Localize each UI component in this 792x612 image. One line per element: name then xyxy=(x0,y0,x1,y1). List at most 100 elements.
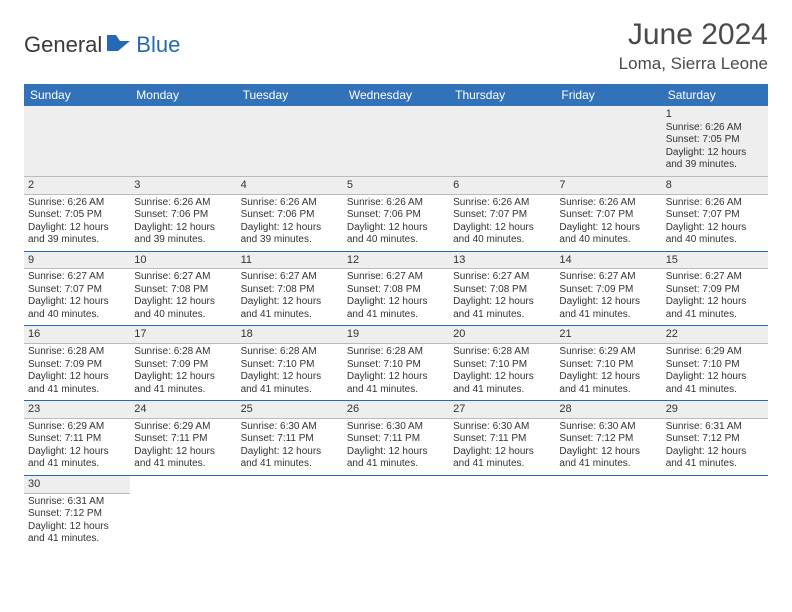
calendar-cell: 2Sunrise: 6:26 AMSunset: 7:05 PMDaylight… xyxy=(24,176,130,251)
day-number: 23 xyxy=(24,401,130,419)
calendar-week: 16 Sunrise: 6:28 AM Sunset: 7:09 PM Dayligh… xyxy=(24,326,768,401)
daylight-text: and 41 minutes. xyxy=(28,533,126,546)
calendar-cell xyxy=(130,475,236,549)
calendar-table: SundayMondayTuesdayWednesdayThursdayFrid… xyxy=(24,84,768,550)
daylight-text: Daylight: 12 hours xyxy=(28,521,126,534)
sunrise-text: Sunrise: 6:31 AM xyxy=(666,421,764,434)
daylight-text: and 41 minutes. xyxy=(28,458,126,471)
sunrise-text: Sunrise: 6:28 AM xyxy=(28,346,126,359)
calendar-cell: 24Sunrise: 6:29 AMSunset: 7:11 PMDayligh… xyxy=(130,401,236,476)
calendar-cell: 16Sunrise: 6:28 AMSunset: 7:09 PMDayligh… xyxy=(24,326,130,401)
daylight-text: Daylight: 12 hours xyxy=(559,296,657,309)
daylight-text: and 39 minutes. xyxy=(134,234,232,247)
day-number: 26 xyxy=(343,401,449,419)
sunset-text: Sunset: 7:12 PM xyxy=(559,433,657,446)
day-number: 4 xyxy=(237,177,343,195)
day-number: 28 xyxy=(555,401,661,419)
day-number: 19 xyxy=(343,326,449,344)
calendar-cell xyxy=(24,106,130,176)
day-number: 27 xyxy=(449,401,555,419)
calendar-cell: 27Sunrise: 6:30 AMSunset: 7:11 PMDayligh… xyxy=(449,401,555,476)
daylight-text: Daylight: 12 hours xyxy=(347,446,445,459)
sunrise-text: Sunrise: 6:26 AM xyxy=(666,122,764,135)
sunset-text: Sunset: 7:06 PM xyxy=(241,209,339,222)
day-number: 21 xyxy=(555,326,661,344)
daylight-text: and 41 minutes. xyxy=(241,309,339,322)
day-number: 30 xyxy=(24,476,130,494)
sunrise-text: Sunrise: 6:26 AM xyxy=(241,197,339,210)
sunset-text: Sunset: 7:05 PM xyxy=(666,134,764,147)
daylight-text: Daylight: 12 hours xyxy=(28,296,126,309)
sunrise-text: Sunrise: 6:30 AM xyxy=(347,421,445,434)
daylight-text: Daylight: 12 hours xyxy=(666,371,764,384)
calendar-cell: 8Sunrise: 6:26 AMSunset: 7:07 PMDaylight… xyxy=(662,176,768,251)
logo: General Blue xyxy=(24,18,180,58)
sunset-text: Sunset: 7:07 PM xyxy=(453,209,551,222)
calendar-cell xyxy=(237,475,343,549)
day-number: 9 xyxy=(24,252,130,270)
calendar-cell: 30Sunrise: 6:31 AMSunset: 7:12 PMDayligh… xyxy=(24,475,130,549)
sunset-text: Sunset: 7:09 PM xyxy=(134,359,232,372)
calendar-cell: 26Sunrise: 6:30 AMSunset: 7:11 PMDayligh… xyxy=(343,401,449,476)
day-header: Saturday xyxy=(662,84,768,106)
daylight-text: Daylight: 12 hours xyxy=(28,371,126,384)
daylight-text: Daylight: 12 hours xyxy=(666,296,764,309)
calendar-cell xyxy=(449,475,555,549)
calendar-cell: 29Sunrise: 6:31 AMSunset: 7:12 PMDayligh… xyxy=(662,401,768,476)
day-header-row: SundayMondayTuesdayWednesdayThursdayFrid… xyxy=(24,84,768,106)
calendar-cell xyxy=(449,106,555,176)
calendar-cell: 11Sunrise: 6:27 AMSunset: 7:08 PMDayligh… xyxy=(237,251,343,326)
sunset-text: Sunset: 7:05 PM xyxy=(28,209,126,222)
sunset-text: Sunset: 7:11 PM xyxy=(28,433,126,446)
calendar-cell xyxy=(343,106,449,176)
day-number: 6 xyxy=(449,177,555,195)
daylight-text: Daylight: 12 hours xyxy=(241,296,339,309)
daylight-text: Daylight: 12 hours xyxy=(559,222,657,235)
calendar-cell xyxy=(237,106,343,176)
day-header: Friday xyxy=(555,84,661,106)
sunrise-text: Sunrise: 6:29 AM xyxy=(28,421,126,434)
day-number: 29 xyxy=(662,401,768,419)
daylight-text: Daylight: 12 hours xyxy=(28,446,126,459)
daylight-text: and 41 minutes. xyxy=(28,384,126,397)
daylight-text: and 40 minutes. xyxy=(453,234,551,247)
sunset-text: Sunset: 7:10 PM xyxy=(559,359,657,372)
daylight-text: Daylight: 12 hours xyxy=(134,296,232,309)
sunrise-text: Sunrise: 6:30 AM xyxy=(241,421,339,434)
daylight-text: Daylight: 12 hours xyxy=(241,446,339,459)
sunset-text: Sunset: 7:07 PM xyxy=(666,209,764,222)
sunrise-text: Sunrise: 6:26 AM xyxy=(453,197,551,210)
daylight-text: and 39 minutes. xyxy=(666,159,764,172)
sunset-text: Sunset: 7:09 PM xyxy=(559,284,657,297)
sunrise-text: Sunrise: 6:30 AM xyxy=(559,421,657,434)
calendar-cell xyxy=(555,475,661,549)
sunrise-text: Sunrise: 6:27 AM xyxy=(28,271,126,284)
sunrise-text: Sunrise: 6:28 AM xyxy=(347,346,445,359)
sunset-text: Sunset: 7:10 PM xyxy=(453,359,551,372)
daylight-text: and 39 minutes. xyxy=(241,234,339,247)
day-number: 16 xyxy=(24,326,130,344)
calendar-cell: 20Sunrise: 6:28 AMSunset: 7:10 PMDayligh… xyxy=(449,326,555,401)
sunrise-text: Sunrise: 6:26 AM xyxy=(28,197,126,210)
day-number: 14 xyxy=(555,252,661,270)
daylight-text: and 41 minutes. xyxy=(347,309,445,322)
daylight-text: and 39 minutes. xyxy=(28,234,126,247)
sunset-text: Sunset: 7:06 PM xyxy=(134,209,232,222)
header: General Blue June 2024 Loma, Sierra Leon… xyxy=(24,18,768,74)
day-number: 5 xyxy=(343,177,449,195)
sunrise-text: Sunrise: 6:27 AM xyxy=(241,271,339,284)
calendar-cell: 1Sunrise: 6:26 AMSunset: 7:05 PMDaylight… xyxy=(662,106,768,176)
calendar-cell: 22Sunrise: 6:29 AMSunset: 7:10 PMDayligh… xyxy=(662,326,768,401)
sunset-text: Sunset: 7:10 PM xyxy=(241,359,339,372)
daylight-text: Daylight: 12 hours xyxy=(347,222,445,235)
day-number: 8 xyxy=(662,177,768,195)
day-header: Wednesday xyxy=(343,84,449,106)
logo-text-blue: Blue xyxy=(136,32,180,58)
calendar-week: 1Sunrise: 6:26 AMSunset: 7:05 PMDaylight… xyxy=(24,106,768,176)
daylight-text: Daylight: 12 hours xyxy=(134,222,232,235)
calendar-cell: 21Sunrise: 6:29 AMSunset: 7:10 PMDayligh… xyxy=(555,326,661,401)
daylight-text: Daylight: 12 hours xyxy=(134,446,232,459)
sunrise-text: Sunrise: 6:27 AM xyxy=(559,271,657,284)
daylight-text: and 41 minutes. xyxy=(241,458,339,471)
daylight-text: and 40 minutes. xyxy=(559,234,657,247)
